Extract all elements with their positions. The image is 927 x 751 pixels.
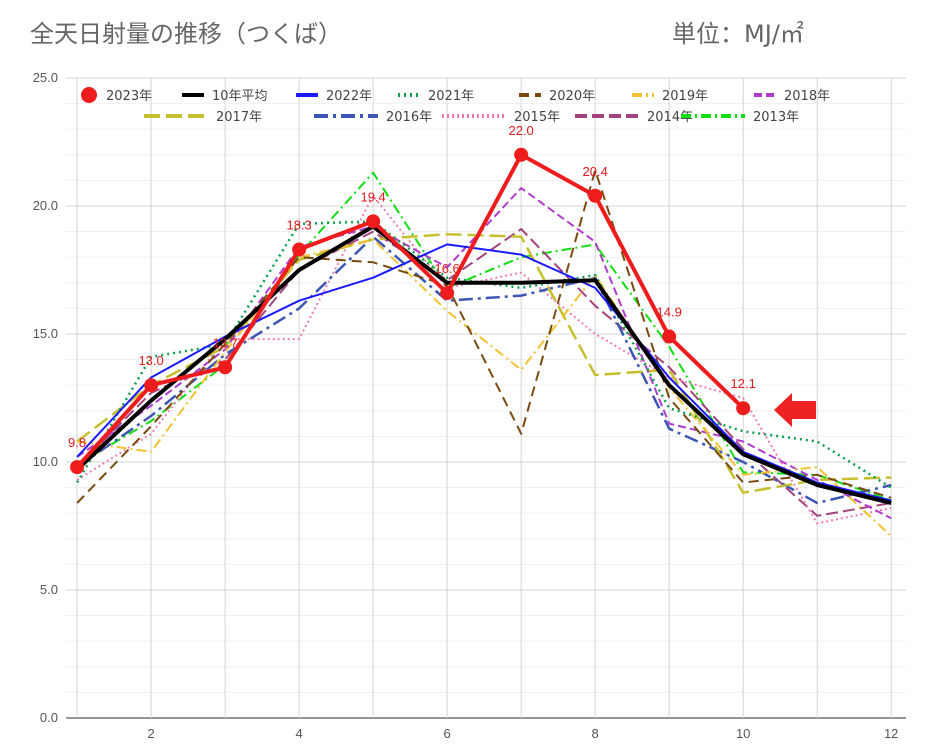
series-line	[76, 232, 892, 494]
data-label: 20.4	[583, 164, 608, 179]
y-tick-label: 0.0	[40, 710, 58, 725]
x-tick-label: 6	[444, 726, 451, 741]
y-tick-label: 25.0	[33, 70, 58, 85]
data-point	[588, 188, 603, 203]
series-line	[76, 220, 892, 489]
legend-label: 2023年	[106, 89, 152, 104]
data-point	[144, 378, 159, 393]
y-tick-label: 5.0	[40, 582, 58, 597]
series-line	[76, 238, 892, 537]
legend-label: 2018年	[784, 89, 830, 104]
series-line	[76, 243, 892, 502]
series-line	[75, 152, 745, 469]
data-point	[736, 401, 751, 416]
data-label: 13.0	[138, 353, 163, 368]
data-point	[514, 147, 529, 162]
legend-label: 2016年	[386, 110, 432, 125]
legend-label: 2019年	[662, 89, 708, 104]
data-label: 12.1	[731, 376, 756, 391]
y-tick-label: 10.0	[33, 454, 58, 469]
x-tick-label: 2	[147, 726, 154, 741]
data-point	[218, 360, 233, 375]
series-line	[76, 169, 892, 504]
y-tick-label: 20.0	[33, 198, 58, 213]
data-label: 18.3	[286, 218, 311, 233]
series-line	[76, 235, 892, 505]
data-point	[366, 214, 381, 229]
legend-label: 2014年	[647, 110, 693, 125]
x-tick-label: 4	[296, 726, 303, 741]
data-label: 14.9	[657, 305, 682, 320]
data-label: 16.6	[434, 261, 459, 276]
series-line	[76, 187, 892, 520]
legend-label: 2020年	[549, 89, 595, 104]
legend-label: 2017年	[216, 110, 262, 125]
legend-label: 2022年	[326, 89, 372, 104]
x-tick-label: 10	[736, 726, 750, 741]
data-label: 9.8	[68, 435, 86, 450]
unit-label: 単位：MJ/㎡	[672, 20, 804, 48]
arrow-icon	[774, 393, 816, 427]
data-point	[292, 242, 307, 257]
data-point	[70, 460, 85, 475]
data-point	[662, 329, 677, 344]
legend-label: 2013年	[753, 110, 799, 125]
data-point	[440, 286, 455, 301]
chart-title: 全天日射量の推移（つくば）	[30, 20, 342, 48]
legend-marker	[81, 87, 97, 103]
x-tick-label: 8	[592, 726, 599, 741]
data-label: 13.7	[212, 335, 237, 350]
data-label: 22.0	[508, 123, 533, 138]
data-label: 19.4	[360, 189, 385, 204]
legend-label: 10年平均	[212, 89, 268, 104]
y-tick-label: 15.0	[33, 326, 58, 341]
series-line	[75, 224, 892, 505]
legend-label: 2021年	[428, 89, 474, 104]
series-line	[76, 171, 892, 502]
x-tick-label: 12	[884, 726, 898, 741]
legend-label: 2015年	[514, 110, 560, 125]
